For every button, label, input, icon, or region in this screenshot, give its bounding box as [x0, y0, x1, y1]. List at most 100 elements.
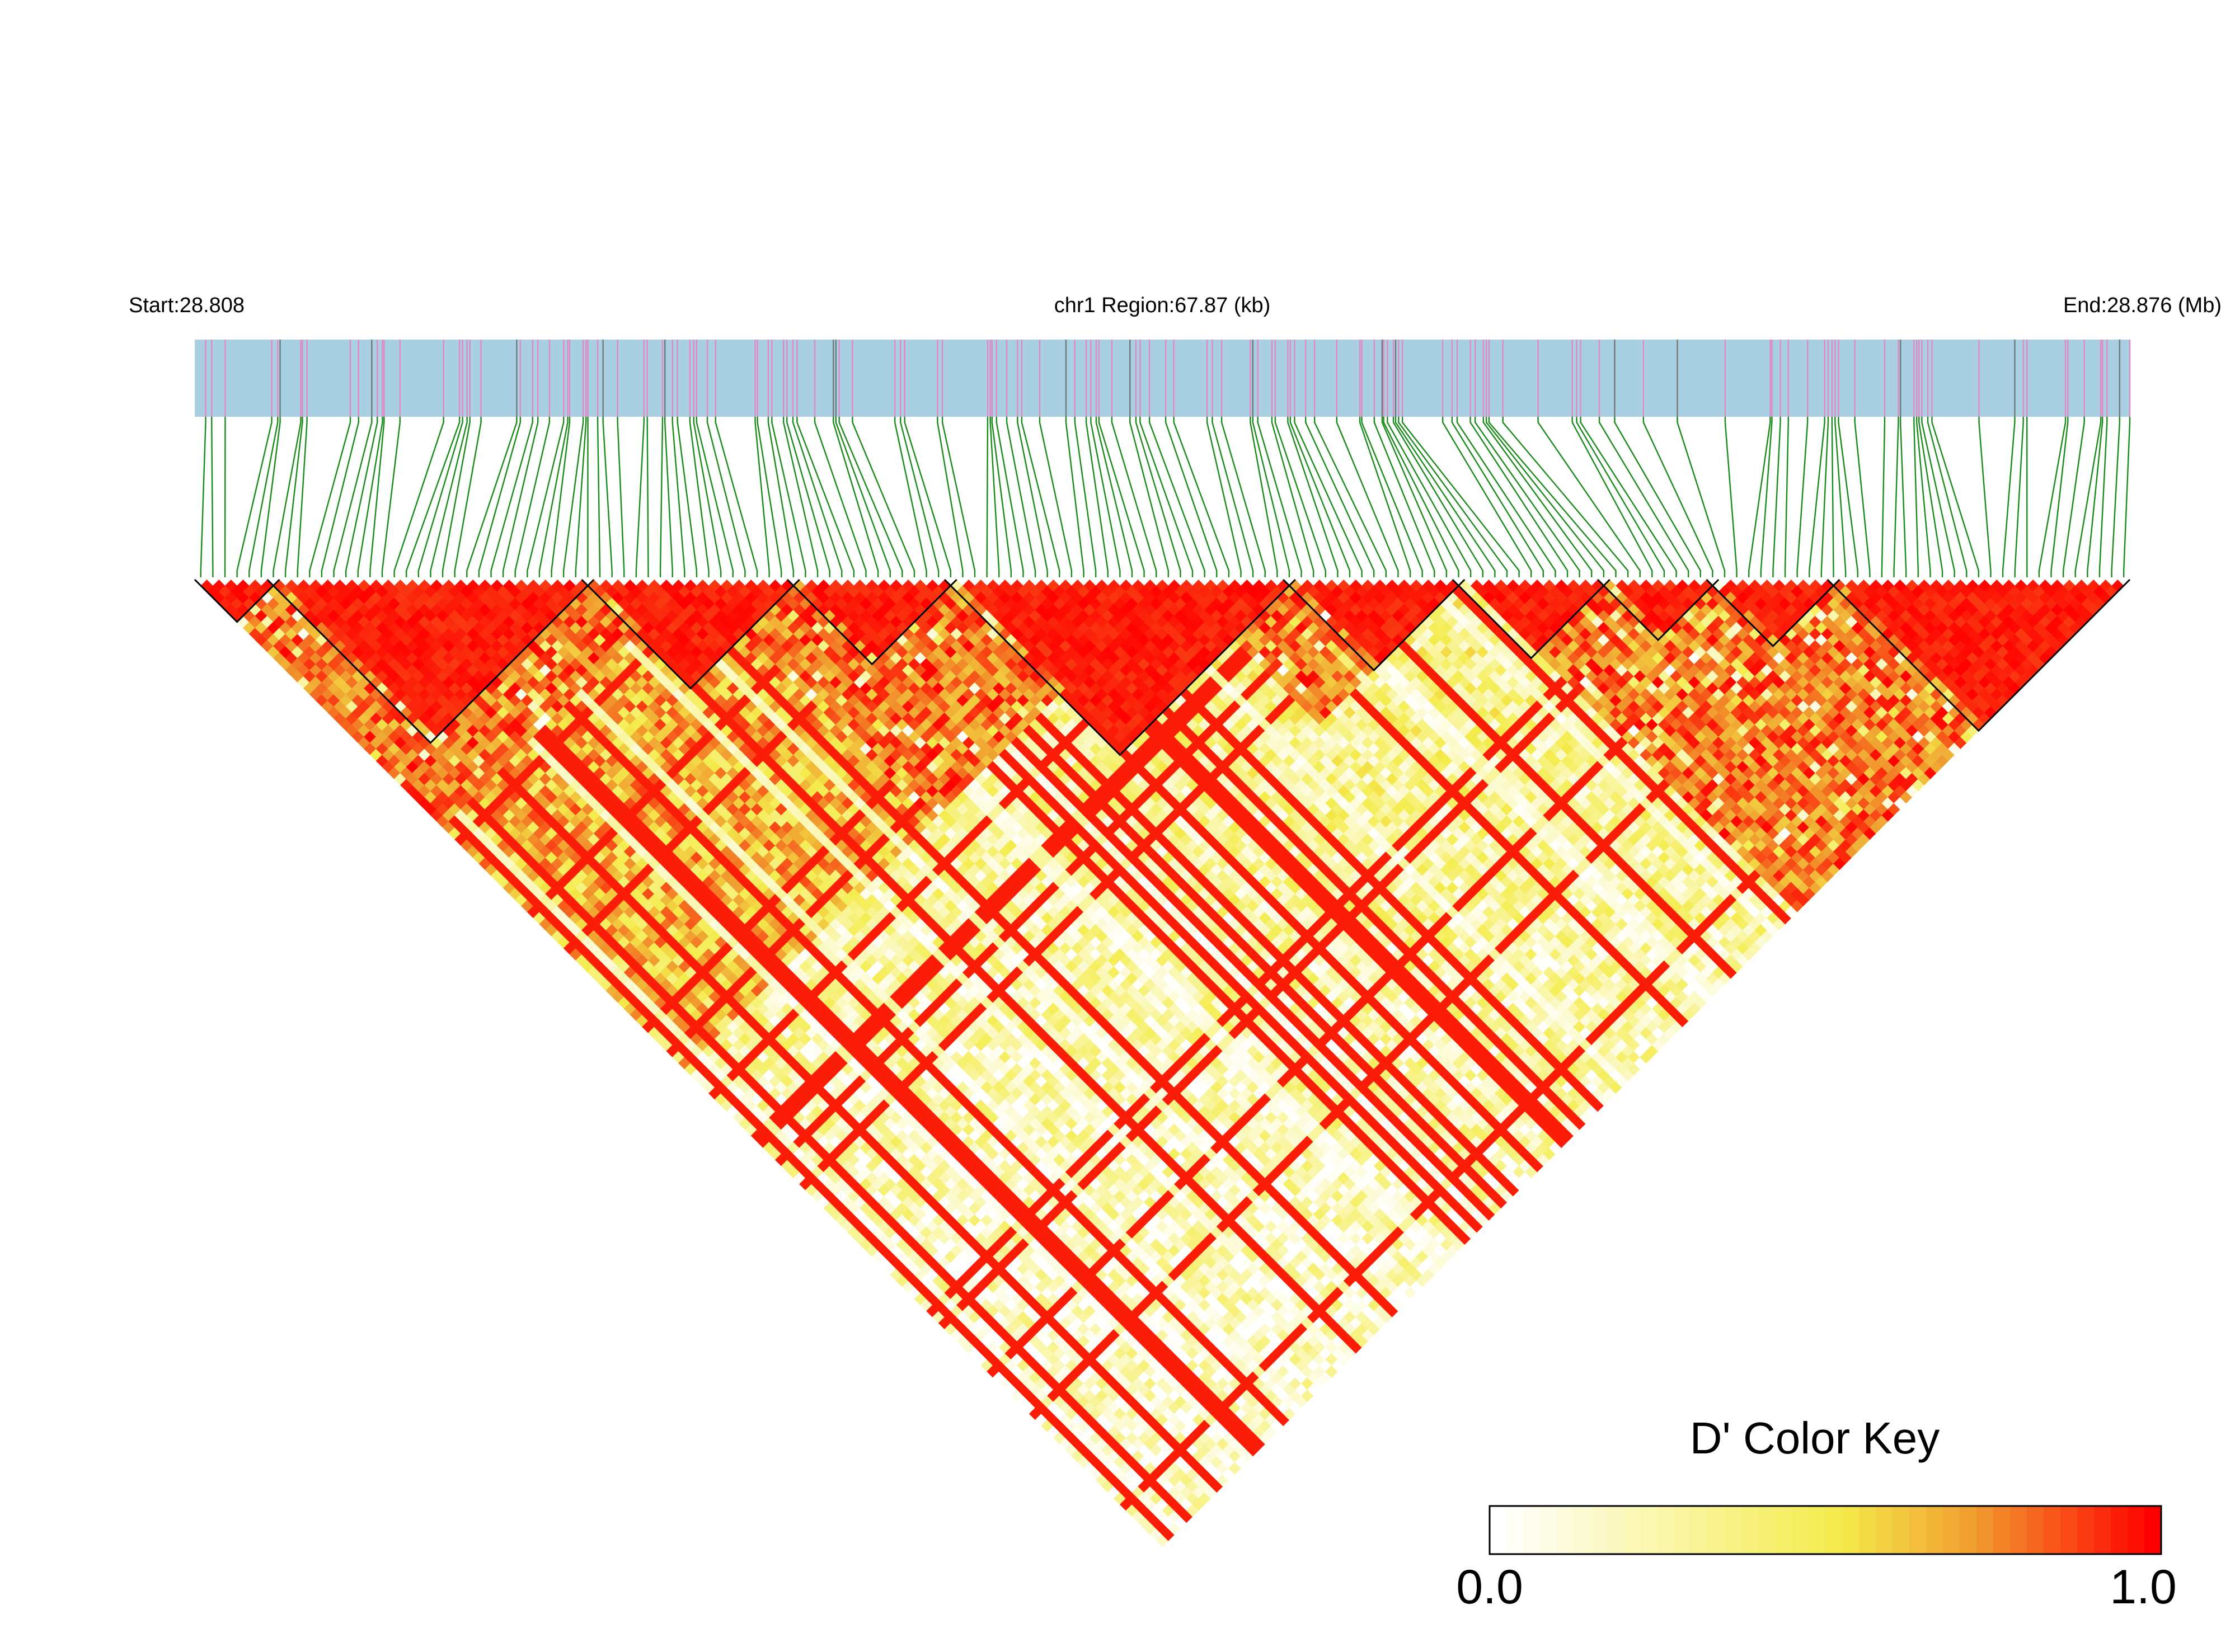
snp-connector: [677, 417, 698, 577]
snp-connector: [1580, 417, 1677, 577]
snp-connector: [1796, 417, 1809, 577]
snp-connector: [796, 417, 855, 577]
snp-connector: [1760, 417, 1773, 577]
snp-connector: [1392, 417, 1483, 577]
snp-connector: [1252, 417, 1290, 577]
snp-connector: [333, 417, 373, 577]
snp-connector: [1485, 417, 1605, 577]
snp-connector: [527, 417, 565, 577]
snp-connector: [406, 417, 461, 577]
snp-connector: [1287, 417, 1339, 577]
snp-connector: [1571, 417, 1653, 577]
snp-connector: [1748, 417, 1771, 577]
snp-connector: [1677, 417, 1726, 577]
snp-connector: [2050, 417, 2069, 577]
snp-connector: [1614, 417, 1701, 577]
snp-connector: [514, 417, 551, 577]
snp-connector: [659, 417, 664, 577]
snp-connector: [635, 417, 645, 577]
snp-connector: [814, 417, 867, 577]
snp-connector: [1482, 417, 1593, 577]
snp-connector: [1098, 417, 1145, 577]
snp-connector: [1915, 417, 1931, 577]
snp-connector: [1383, 417, 1459, 577]
snp-connector: [321, 417, 359, 577]
snp-connector: [2123, 417, 2131, 577]
snp-connector: [551, 417, 571, 577]
snp-connector: [996, 417, 1024, 577]
snp-connector: [1394, 417, 1496, 577]
snp-ticks: [205, 340, 2131, 417]
snp-connector: [1820, 417, 1829, 577]
snp-connector: [782, 417, 819, 577]
snp-connector: [1206, 417, 1242, 577]
snp-connector: [1978, 417, 1992, 577]
snp-connector: [357, 417, 383, 577]
snp-connector: [2014, 417, 2024, 577]
snp-connector: [1474, 417, 1580, 577]
snp-connector: [1250, 417, 1278, 577]
snp-connector: [852, 417, 915, 577]
snp-connector: [1313, 417, 1387, 577]
snp-connector: [838, 417, 903, 577]
snp-connector: [706, 417, 746, 577]
snp-connector: [1257, 417, 1302, 577]
snp-connector: [442, 417, 471, 577]
snp-connector: [260, 417, 281, 577]
snp-connector: [1021, 417, 1060, 577]
snp-connector: [297, 417, 308, 577]
snp-connector: [1220, 417, 1266, 577]
snp-connector: [284, 417, 303, 577]
snp-connector: [1111, 417, 1157, 577]
snp-connector: [1854, 417, 1871, 577]
snp-connector: [1401, 417, 1520, 577]
snp-connector: [1165, 417, 1218, 577]
snp-connector: [248, 417, 279, 577]
snp-connector: [1838, 417, 1858, 577]
snp-connector: [1576, 417, 1665, 577]
snp-connector: [1289, 417, 1351, 577]
snp-connector: [2098, 417, 2108, 577]
snp-connector: [1017, 417, 1048, 577]
snp-connector: [617, 417, 625, 577]
snp-connector: [1135, 417, 1181, 577]
snp-connector-lines: [200, 417, 2131, 577]
snp-connector: [989, 417, 1000, 577]
snp-connector: [1451, 417, 1544, 577]
snp-connector: [1598, 417, 1689, 577]
snp-connector: [894, 417, 927, 577]
snp-connector: [1361, 417, 1423, 577]
snp-connector: [900, 417, 940, 577]
snp-connector: [597, 417, 601, 577]
snp-connector: [715, 417, 758, 577]
snp-connector: [1488, 417, 1617, 577]
snp-connector: [754, 417, 770, 577]
snp-connector: [771, 417, 806, 577]
snp-connector: [1931, 417, 1980, 577]
snp-connector: [1784, 417, 1789, 577]
snp-connector: [1090, 417, 1121, 577]
snp-connector: [1074, 417, 1097, 577]
snp-connector: [1271, 417, 1314, 577]
ld-heatmap: [195, 579, 2130, 1547]
snp-connector: [417, 417, 463, 577]
snp-connector: [345, 417, 378, 577]
snp-connector: [381, 417, 401, 577]
snp-connector: [2038, 417, 2067, 577]
start-label: Start:28.808: [129, 294, 245, 317]
snp-connector: [1095, 417, 1133, 577]
snp-connector: [602, 417, 613, 577]
snp-connector: [1065, 417, 1084, 577]
snp-connector: [1381, 417, 1448, 577]
snp-connector: [1006, 417, 1036, 577]
snp-connector: [1881, 417, 1886, 577]
snp-connector: [2111, 417, 2121, 577]
snp-connector: [393, 417, 444, 577]
snp-connector: [693, 417, 722, 577]
snp-connector: [1139, 417, 1194, 577]
snp-connector: [1173, 417, 1230, 577]
snp-connector: [1129, 417, 1170, 577]
snp-connector: [696, 417, 734, 577]
snp-connector: [1502, 417, 1629, 577]
